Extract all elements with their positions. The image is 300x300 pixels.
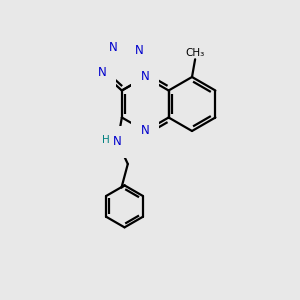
Text: N: N xyxy=(113,136,122,148)
Text: CH₃: CH₃ xyxy=(185,48,205,58)
Text: N: N xyxy=(141,70,150,83)
Text: N: N xyxy=(98,66,106,79)
Text: H: H xyxy=(102,135,110,145)
Text: N: N xyxy=(141,124,150,137)
Text: N: N xyxy=(135,44,144,57)
Text: N: N xyxy=(108,41,117,54)
